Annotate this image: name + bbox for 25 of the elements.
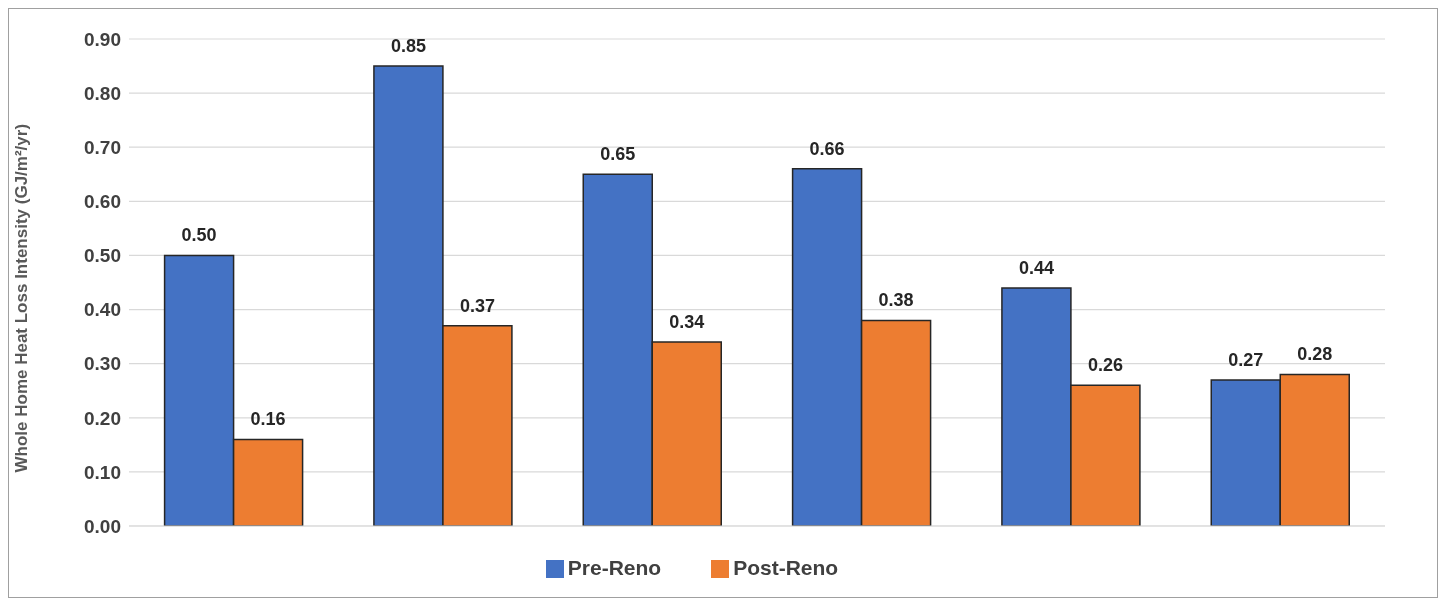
y-axis-title: Whole Home Heat Loss Intensity (GJ/m²/yr) [12, 123, 32, 473]
y-tick-label: 0.40 [84, 299, 121, 321]
y-tick-label: 0.10 [84, 461, 121, 483]
data-label: 0.28 [1297, 344, 1333, 365]
data-label: 0.66 [809, 138, 845, 159]
y-tick-label: 0.50 [84, 245, 121, 267]
legend-label: Pre-Reno [567, 556, 662, 579]
data-label: 0.16 [250, 409, 286, 430]
data-label: 0.27 [1228, 349, 1264, 370]
data-label: 0.37 [459, 295, 495, 316]
data-label: 0.44 [1018, 257, 1054, 278]
legend-label: Post-Reno [733, 556, 839, 579]
data-label: 0.38 [878, 290, 914, 311]
data-label: 0.50 [181, 225, 217, 246]
data-label: 0.26 [1087, 355, 1123, 376]
y-tick-label: 0.90 [84, 28, 121, 50]
y-tick-label: 0.30 [84, 353, 121, 375]
y-tick-label: 0.80 [84, 82, 121, 104]
data-label: 0.85 [390, 36, 426, 57]
y-tick-label: 0.00 [84, 515, 121, 537]
data-label: 0.34 [669, 312, 705, 333]
y-tick-label: 0.70 [84, 136, 121, 158]
y-tick-label: 0.60 [84, 191, 121, 213]
data-label: 0.65 [600, 144, 636, 165]
y-tick-label: 0.20 [84, 407, 121, 429]
